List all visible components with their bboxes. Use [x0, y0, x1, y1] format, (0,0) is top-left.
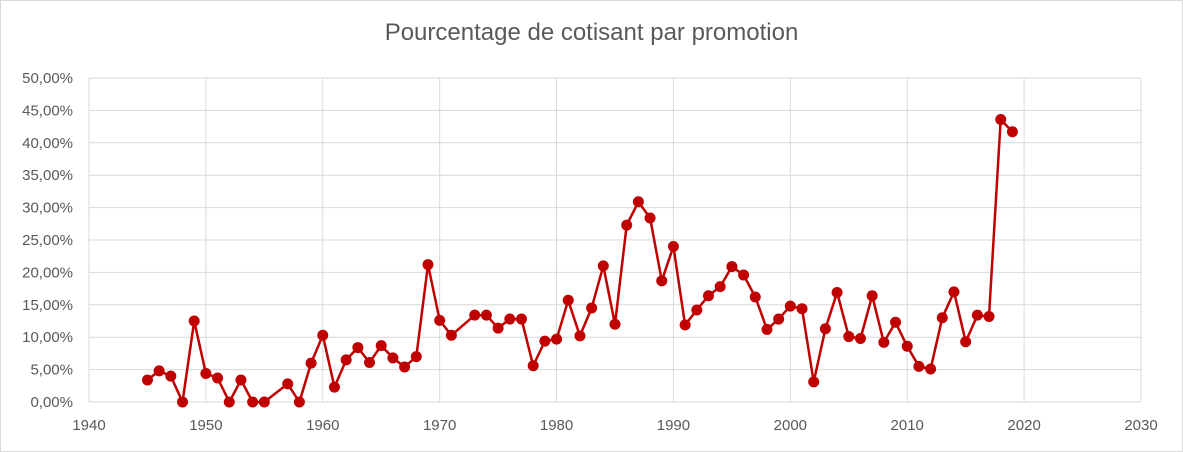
- data-point: [948, 286, 960, 298]
- data-point: [200, 367, 212, 379]
- y-tick-label: 0,00%: [30, 394, 73, 411]
- x-tick-label: 2020: [1007, 417, 1040, 434]
- x-tick-label: 1950: [189, 417, 222, 434]
- data-point: [399, 361, 411, 373]
- data-point: [796, 303, 808, 315]
- x-tick-label: 1970: [423, 417, 456, 434]
- y-tick-label: 30,00%: [22, 200, 73, 217]
- y-tick-label: 25,00%: [22, 232, 73, 249]
- data-point: [667, 240, 679, 252]
- data-point: [188, 315, 200, 327]
- data-point: [843, 331, 855, 343]
- data-point: [340, 354, 352, 366]
- data-point: [995, 113, 1007, 125]
- data-point: [375, 340, 387, 352]
- data-point: [890, 316, 902, 328]
- data-point: [387, 352, 399, 364]
- data-point: [293, 396, 305, 408]
- data-point: [177, 396, 189, 408]
- x-tick-label: 2010: [891, 417, 924, 434]
- data-point: [679, 319, 691, 331]
- series-line: [146, 118, 1014, 404]
- data-point: [609, 318, 621, 330]
- data-point: [854, 332, 866, 344]
- data-point: [913, 360, 925, 372]
- data-point: [515, 313, 527, 325]
- data-point: [223, 396, 235, 408]
- data-point: [621, 219, 633, 231]
- data-point: [480, 309, 492, 321]
- data-point: [901, 340, 913, 352]
- data-point: [153, 365, 165, 377]
- x-tick-label: 1980: [540, 417, 573, 434]
- y-tick-label: 35,00%: [22, 167, 73, 184]
- data-point: [258, 396, 270, 408]
- x-tick-label: 2000: [774, 417, 807, 434]
- data-point: [141, 374, 153, 386]
- data-point: [597, 260, 609, 272]
- data-point: [305, 357, 317, 369]
- data-point: [878, 336, 890, 348]
- y-tick-label: 10,00%: [22, 329, 73, 346]
- data-point: [165, 370, 177, 382]
- data-point: [644, 212, 656, 224]
- data-point: [247, 396, 259, 408]
- x-tick-label: 2030: [1124, 417, 1157, 434]
- data-point: [282, 378, 294, 390]
- data-point: [410, 351, 422, 363]
- data-point: [632, 196, 644, 208]
- data-point: [364, 356, 376, 368]
- data-point: [819, 323, 831, 335]
- data-point: [434, 314, 446, 326]
- data-point: [773, 313, 785, 325]
- data-point: [235, 374, 247, 386]
- data-point: [866, 290, 878, 302]
- y-tick-label: 45,00%: [22, 102, 73, 119]
- y-tick-label: 15,00%: [22, 297, 73, 314]
- data-point: [714, 281, 726, 293]
- data-point: [1006, 126, 1018, 138]
- data-point: [971, 309, 983, 321]
- data-point: [574, 330, 586, 342]
- data-point: [352, 342, 364, 354]
- data-point: [469, 309, 481, 321]
- x-tick-label: 1940: [72, 417, 105, 434]
- data-point: [527, 360, 539, 372]
- data-point: [586, 302, 598, 314]
- data-point: [831, 286, 843, 298]
- data-point: [726, 261, 738, 273]
- data-point: [504, 313, 516, 325]
- data-point: [317, 329, 329, 341]
- data-point: [761, 323, 773, 335]
- data-point: [445, 329, 457, 341]
- x-tick-label: 1990: [657, 417, 690, 434]
- data-point: [212, 372, 224, 384]
- data-point: [422, 259, 434, 271]
- x-tick-label: 1960: [306, 417, 339, 434]
- y-tick-label: 20,00%: [22, 264, 73, 281]
- data-point: [784, 300, 796, 312]
- y-tick-label: 50,00%: [22, 70, 73, 87]
- data-point: [925, 363, 937, 375]
- data-point: [738, 269, 750, 281]
- data-point: [960, 336, 972, 348]
- chart-title: Pourcentage de cotisant par promotion: [384, 19, 799, 46]
- data-point: [983, 310, 995, 322]
- data-point: [749, 291, 761, 303]
- y-tick-label: 40,00%: [22, 135, 73, 152]
- y-tick-label: 5,00%: [30, 362, 73, 379]
- data-point: [808, 376, 820, 388]
- data-point: [328, 381, 340, 393]
- data-point: [703, 290, 715, 302]
- data-point: [551, 333, 563, 345]
- data-point: [656, 275, 668, 287]
- data-point: [539, 335, 551, 347]
- data-point: [492, 322, 504, 334]
- data-point: [936, 312, 948, 324]
- data-point: [691, 304, 703, 316]
- data-point: [562, 294, 574, 306]
